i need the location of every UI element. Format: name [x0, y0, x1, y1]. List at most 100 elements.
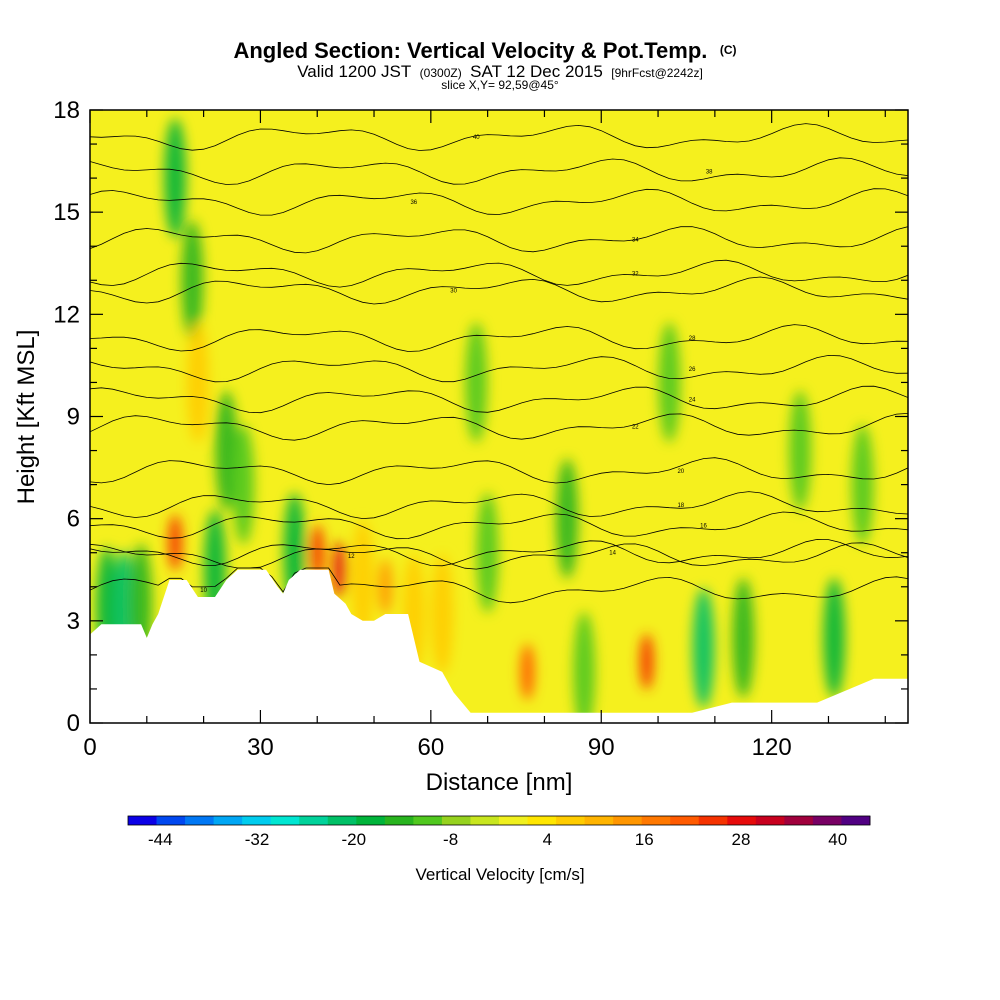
- theta-contour-label: 32: [632, 272, 639, 278]
- colorbar-swatch: [698, 816, 728, 825]
- colorbar-swatch: [384, 816, 414, 825]
- y-tick-label: 3: [67, 608, 80, 635]
- velocity-cell-21: [573, 611, 596, 723]
- theta-contour-14: [90, 538, 908, 567]
- theta-contour-40: [90, 123, 908, 151]
- velocity-cell-23: [658, 322, 681, 443]
- velocity-cell-27: [823, 577, 846, 698]
- x-tick-label: 120: [752, 734, 792, 761]
- y-tick-label: 6: [67, 506, 80, 533]
- colorbar-tick-label: -20: [342, 830, 367, 849]
- colorbar-swatch: [670, 816, 700, 825]
- terrain: [90, 569, 908, 723]
- colorbar-swatch: [584, 816, 614, 825]
- colorbar-swatch: [185, 816, 215, 825]
- colorbar-tick-label: 40: [828, 830, 847, 849]
- colorbar-tick-label: -8: [443, 830, 458, 849]
- velocity-cell-11: [310, 524, 325, 581]
- velocity-cell-8: [215, 390, 238, 511]
- theta-contour-18: [90, 491, 908, 520]
- x-axis: 0 30 60 90 120: [83, 110, 886, 761]
- theta-contour-label: 14: [609, 551, 616, 557]
- theta-contour-32: [90, 259, 908, 288]
- y-tick-label: 15: [53, 199, 80, 226]
- colorbar-swatch: [413, 816, 443, 825]
- x-tick-label: 60: [417, 734, 444, 761]
- theta-contour-22: [90, 413, 908, 441]
- y-tick-label: 9: [67, 404, 80, 431]
- velocity-cell-25: [732, 577, 755, 698]
- colorbar-swatch: [556, 816, 586, 825]
- x-tick-label: 0: [83, 734, 96, 761]
- colorbar-swatch: [327, 816, 357, 825]
- y-axis-label: Height [Kft MSL]: [13, 330, 40, 505]
- theta-contour-label: 40: [473, 135, 480, 141]
- colorbar-swatch: [784, 816, 814, 825]
- velocity-cell-18: [476, 492, 499, 613]
- subtitle-valid-time: Valid 1200 JST: [297, 62, 411, 81]
- velocity-cell-12: [332, 541, 347, 598]
- theta-contour-12: [90, 542, 908, 570]
- chart-title: Angled Section: Vertical Velocity & Pot.…: [233, 38, 736, 63]
- colorbar-swatch: [356, 816, 386, 825]
- theta-contour-20: [90, 457, 908, 486]
- theta-contour-16: [90, 511, 908, 540]
- y-tick-label: 18: [53, 97, 80, 124]
- velocity-cell-28: [851, 424, 874, 545]
- colorbar-swatch: [727, 816, 757, 825]
- theta-contour-label: 18: [677, 503, 684, 509]
- colorbar-swatch: [613, 816, 643, 825]
- colorbar-swatch: [499, 816, 528, 825]
- colorbar-tick-label: 4: [543, 830, 552, 849]
- theta-contour-label: 38: [706, 169, 713, 175]
- velocity-cell-19: [520, 643, 535, 700]
- colorbar-swatch: [242, 816, 272, 825]
- theta-contour-34: [90, 226, 908, 254]
- theta-contour-label: 12: [348, 554, 355, 560]
- colorbar-swatch: [641, 816, 671, 825]
- colorbar-swatch: [755, 816, 785, 825]
- colorbar-swatch: [527, 816, 557, 825]
- colorbar-tick-label: 16: [635, 830, 654, 849]
- velocity-cell-9: [232, 424, 255, 545]
- theta-contour-label: 10: [200, 588, 207, 594]
- velocity-cell-6: [186, 322, 209, 443]
- colorbar-tick-label: -32: [245, 830, 270, 849]
- velocity-cell-17: [465, 322, 488, 443]
- colorbar-frame: [127, 815, 871, 826]
- theta-contour-36: [90, 188, 908, 216]
- colorbar-tick-label: 28: [732, 830, 751, 849]
- colorbar-swatch: [441, 816, 471, 825]
- velocity-cell-4: [164, 118, 187, 239]
- theta-contour-label: 22: [632, 425, 639, 431]
- theta-contour-label: 30: [450, 289, 457, 295]
- x-tick-label: 90: [588, 734, 615, 761]
- colorbar-swatch: [270, 816, 300, 825]
- subtitle-date: SAT 12 Dec 2015: [470, 62, 603, 81]
- velocity-cell-24: [692, 588, 715, 709]
- chart-subtitle: Valid 1200 JST (0300Z) SAT 12 Dec 2015 […: [297, 62, 703, 81]
- theta-contour-label: 28: [689, 336, 696, 342]
- velocity-cell-22: [639, 633, 654, 690]
- velocity-cell-13: [351, 520, 374, 640]
- theta-contour-28: [90, 324, 908, 352]
- colorbar: -44 -32 -20 -8 4 16 28 40: [127, 815, 871, 849]
- theta-contour-10: [90, 567, 908, 604]
- colorbar-swatch: [841, 816, 871, 825]
- colorbar-swatch: [213, 816, 243, 825]
- x-tick-label: 30: [247, 734, 274, 761]
- colorbar-swatch: [128, 816, 157, 825]
- velocity-cell-5: [181, 220, 204, 341]
- theta-contour-label: 34: [632, 237, 639, 243]
- colorbar-swatch: [299, 816, 329, 825]
- potential-temperature-contours: 10 12 14 16 18 20 22 24 26 28 30 32 34 36 38 40: [90, 123, 908, 604]
- subtitle-utc-time: (0300Z): [420, 66, 462, 80]
- theta-contour-30: [90, 276, 908, 305]
- theta-contour-26: [90, 354, 908, 383]
- y-tick-label: 12: [53, 301, 80, 328]
- theta-contour-label: 20: [677, 469, 684, 475]
- title-copyright-mark: (C): [720, 43, 737, 57]
